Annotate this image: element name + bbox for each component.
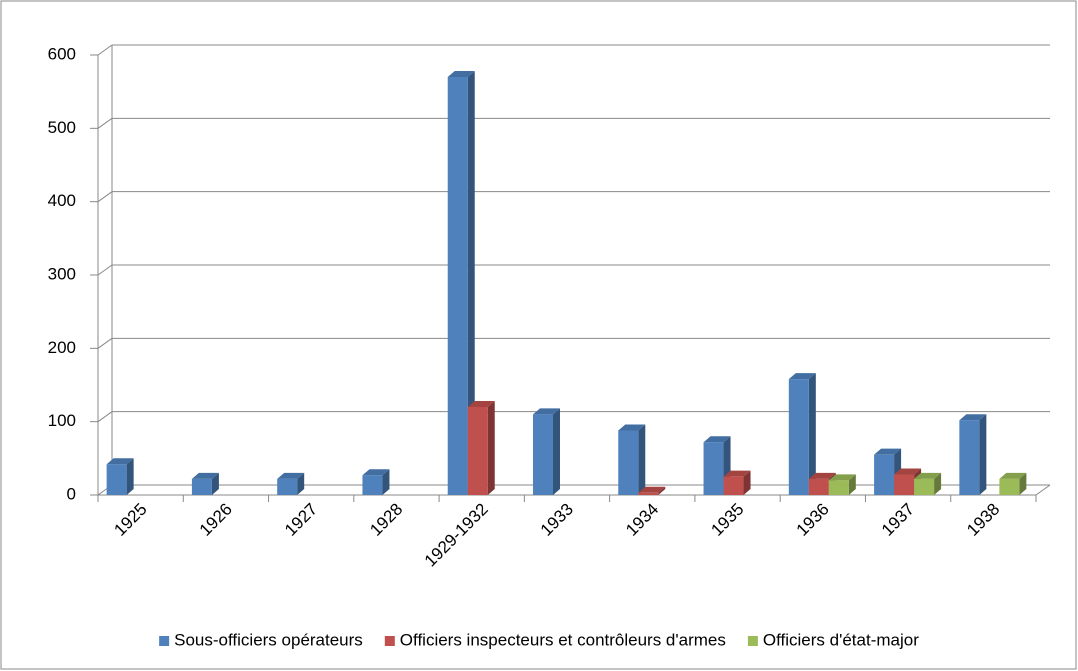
bar-side <box>808 373 816 495</box>
y-tick-label: 600 <box>48 44 76 63</box>
legend-label: Sous-officiers opérateurs <box>174 630 363 649</box>
bar <box>723 476 744 495</box>
bar-top <box>638 486 666 493</box>
legend-swatch <box>384 636 395 646</box>
bar-side <box>743 470 751 495</box>
bar <box>874 454 895 495</box>
bar-top <box>191 472 219 479</box>
bar-top <box>914 472 942 479</box>
bar <box>828 480 849 495</box>
bar-side <box>487 401 495 495</box>
grid-line-side <box>97 117 113 129</box>
bar <box>447 77 468 495</box>
legend-item: Officiers d'état-major <box>747 630 919 649</box>
bar-side <box>979 414 987 495</box>
bar-side <box>934 472 942 495</box>
bar-side <box>126 458 134 495</box>
bar-top <box>808 472 836 479</box>
y-tick-label: 500 <box>48 118 76 137</box>
bar-side <box>553 408 560 495</box>
bar <box>808 478 829 495</box>
bar <box>533 414 553 495</box>
bar <box>277 478 298 495</box>
bar <box>191 478 212 495</box>
bar-side <box>658 486 666 495</box>
bar <box>959 420 980 495</box>
bar-side <box>382 469 390 495</box>
bar <box>788 379 809 495</box>
bar-top <box>999 472 1027 479</box>
y-tick-label: 0 <box>67 484 76 503</box>
bar-top <box>533 408 560 415</box>
grid-line-side <box>97 337 113 349</box>
bar <box>894 474 915 495</box>
bar <box>618 430 639 495</box>
y-tick-label: 100 <box>48 411 76 430</box>
bar-side <box>1019 472 1027 495</box>
bar-top <box>703 436 731 443</box>
grid-line-side <box>97 191 113 203</box>
y-tick-label: 300 <box>48 264 76 283</box>
legend-item: Sous-officiers opérateurs <box>159 630 363 649</box>
bar-top <box>894 468 922 475</box>
grid-line-side <box>97 264 113 276</box>
bar-side <box>848 474 856 495</box>
bar-top <box>362 469 390 476</box>
bar <box>638 492 659 495</box>
grid-line-side <box>97 44 113 56</box>
bar-top <box>106 458 134 465</box>
bar-side <box>211 472 219 495</box>
bar-top <box>467 401 495 407</box>
bar <box>106 464 127 495</box>
bar-side <box>638 424 646 495</box>
legend-item: Officiers inspecteurs et contrôleurs d'a… <box>384 630 726 649</box>
legend-swatch <box>747 636 758 646</box>
bar-top <box>447 71 475 77</box>
bar <box>999 478 1020 495</box>
bar <box>362 475 383 495</box>
bar-top <box>788 373 816 380</box>
bar-side <box>467 71 475 495</box>
bar-top <box>959 414 987 421</box>
bar-top <box>874 448 902 455</box>
grid-line-side <box>97 411 113 423</box>
y-tick-label: 200 <box>48 338 76 357</box>
bar-top <box>828 474 856 481</box>
legend-label: Officiers d'état-major <box>763 630 919 649</box>
bar-top <box>618 424 646 431</box>
bar <box>914 478 935 495</box>
bar <box>467 407 488 495</box>
legend-label: Officiers inspecteurs et contrôleurs d'a… <box>400 630 726 649</box>
y-tick-label: 400 <box>48 191 76 210</box>
bar-side <box>297 472 305 495</box>
bar-top <box>723 470 751 477</box>
bar <box>703 442 724 495</box>
legend-swatch <box>159 636 170 646</box>
bar-top <box>277 472 305 479</box>
